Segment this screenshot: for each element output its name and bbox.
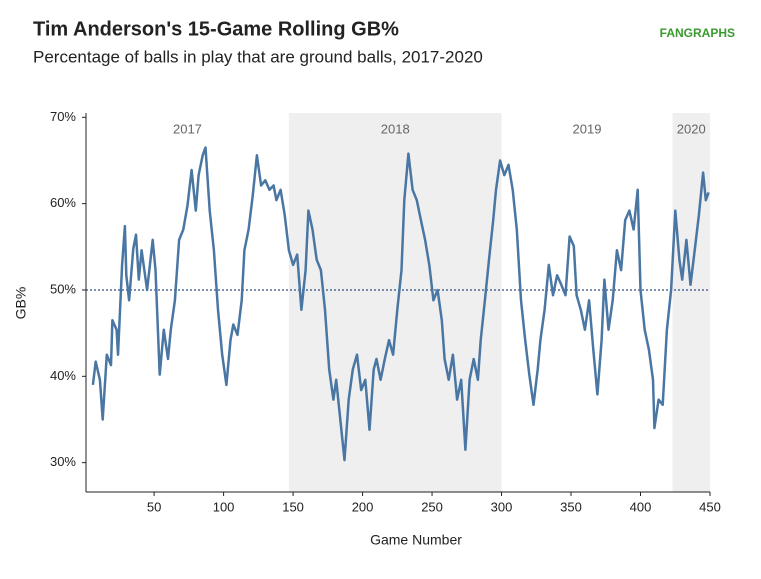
x-tick-label: 400 bbox=[630, 499, 652, 514]
season-label: 2019 bbox=[573, 121, 602, 136]
data-line bbox=[91, 146, 710, 462]
x-tick-label: 300 bbox=[491, 499, 513, 514]
x-axis-label: Game Number bbox=[370, 532, 462, 548]
x-tick-label: 100 bbox=[213, 499, 235, 514]
season-label: 2020 bbox=[677, 121, 706, 136]
x-tick-label: 200 bbox=[352, 499, 374, 514]
source-logo: FANGRAPHS bbox=[660, 26, 735, 40]
x-tick-label: 50 bbox=[147, 499, 161, 514]
x-tick-label: 250 bbox=[421, 499, 443, 514]
y-tick-label: 30% bbox=[50, 454, 76, 469]
season-label: 2017 bbox=[173, 121, 202, 136]
y-tick-label: 70% bbox=[50, 109, 76, 124]
y-axis-label: GB% bbox=[13, 287, 29, 320]
y-tick-label: 50% bbox=[50, 281, 76, 296]
plot-area: 2017 2018 2019 2020 30% 40% 50% 60% 70% 50 100 150 2… bbox=[50, 109, 721, 515]
season-band bbox=[672, 113, 710, 492]
x-tick-label: 150 bbox=[282, 499, 304, 514]
y-tick-label: 40% bbox=[50, 368, 76, 383]
y-tick-label: 60% bbox=[50, 195, 76, 210]
chart-title: Tim Anderson's 15-Game Rolling GB% bbox=[33, 18, 399, 40]
x-tick-label: 350 bbox=[560, 499, 582, 514]
season-band bbox=[288, 113, 502, 492]
x-tick-label: 450 bbox=[699, 499, 721, 514]
season-label: 2018 bbox=[381, 121, 410, 136]
chart-subtitle: Percentage of balls in play that are gro… bbox=[33, 47, 483, 66]
